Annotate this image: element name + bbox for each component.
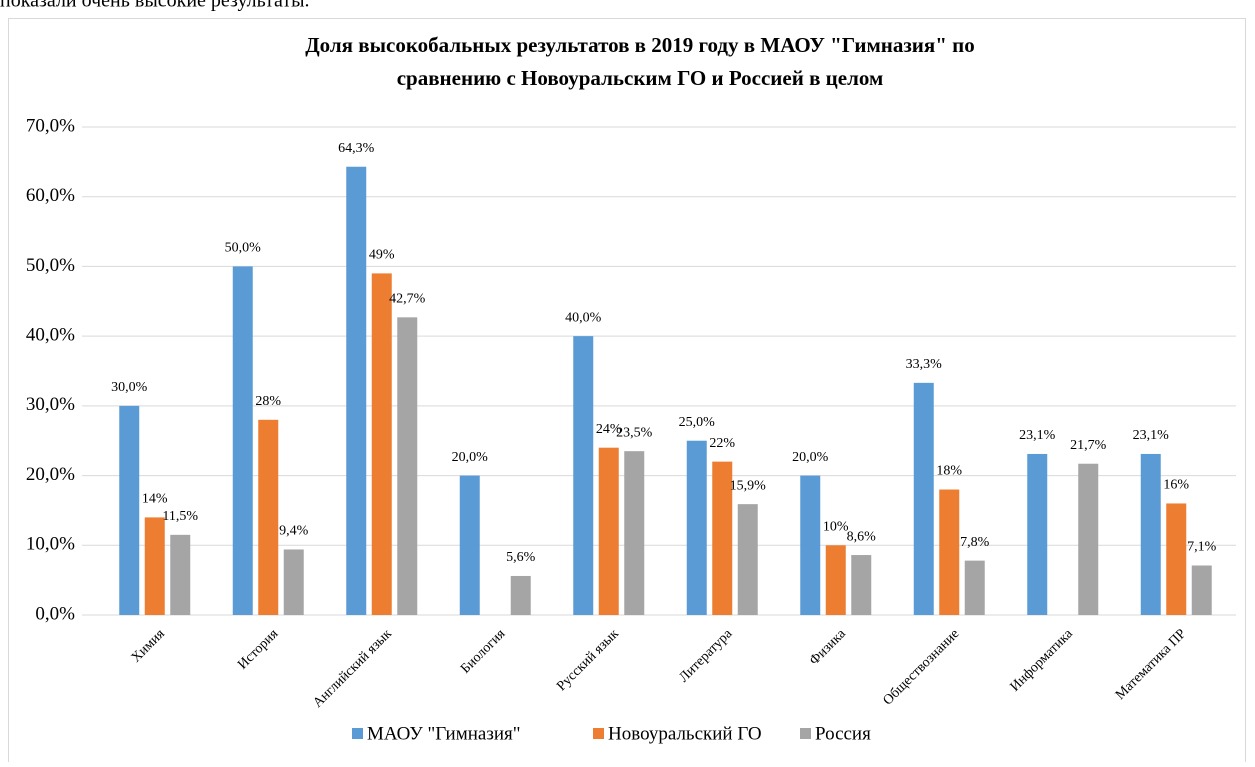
bar: [346, 166, 367, 616]
data-label: 49%: [369, 248, 395, 263]
bar: [258, 419, 279, 615]
bar: [1027, 453, 1048, 615]
data-label: 18%: [936, 464, 962, 479]
y-tick-label: 0,0%: [35, 603, 75, 624]
bar: [283, 549, 304, 615]
y-tick-label: 20,0%: [26, 464, 75, 485]
data-label: 64,3%: [338, 141, 375, 156]
bar: [1191, 565, 1212, 615]
bar: [1078, 463, 1099, 615]
y-tick-label: 60,0%: [26, 185, 75, 206]
data-label: 23,5%: [616, 425, 653, 440]
bar: [397, 317, 418, 615]
data-label: 16%: [1163, 478, 1189, 493]
data-label: 20,0%: [452, 450, 489, 465]
data-label: 33,3%: [906, 357, 943, 372]
bar: [371, 273, 392, 615]
bar: [119, 405, 140, 615]
data-label: 40,0%: [565, 310, 602, 325]
data-label: 22%: [709, 436, 735, 451]
y-tick-label: 50,0%: [26, 255, 75, 276]
bar: [598, 447, 619, 615]
bar: [712, 461, 733, 615]
bar: [851, 555, 872, 615]
chart-title: Доля высокобальных результатов в 2019 го…: [305, 33, 975, 57]
bar: [144, 517, 165, 615]
chart-title: сравнению с Новоуральским ГО и Россией в…: [397, 66, 884, 90]
legend-label: Новоуральский ГО: [608, 723, 762, 744]
data-label: 7,8%: [960, 535, 990, 550]
y-tick-label: 40,0%: [26, 325, 75, 346]
bar: [825, 545, 846, 615]
data-label: 5,6%: [506, 550, 536, 565]
legend-label: Россия: [815, 723, 871, 744]
data-label: 24%: [596, 422, 622, 437]
data-label: 23,1%: [1133, 428, 1170, 443]
bar: [964, 560, 985, 615]
data-label: 20,0%: [792, 450, 829, 465]
bar: [913, 382, 934, 615]
bar: [510, 575, 531, 615]
legend-label: МАОУ "Гимназия": [367, 723, 521, 744]
data-label: 50,0%: [225, 241, 262, 256]
bar: [737, 504, 758, 615]
legend-swatch: [593, 728, 604, 739]
data-label: 15,9%: [730, 478, 767, 493]
data-label: 25,0%: [679, 415, 716, 430]
bar: [1166, 503, 1187, 615]
data-label: 42,7%: [389, 292, 426, 307]
data-label: 28%: [255, 394, 281, 409]
data-label: 21,7%: [1070, 438, 1107, 453]
data-label: 8,6%: [847, 529, 877, 544]
data-label: 11,5%: [162, 509, 198, 524]
data-label: 14%: [142, 492, 168, 507]
data-label: 7,1%: [1187, 540, 1217, 555]
data-label: 30,0%: [111, 380, 148, 395]
y-tick-label: 10,0%: [26, 534, 75, 555]
chart-border: [8, 18, 1246, 767]
bar: [573, 336, 594, 615]
data-label: 10%: [823, 520, 849, 535]
bar: [232, 266, 253, 615]
y-tick-label: 70,0%: [26, 115, 75, 136]
legend-swatch: [352, 728, 363, 739]
y-tick-label: 30,0%: [26, 394, 75, 415]
data-label: 23,1%: [1019, 428, 1056, 443]
bar: [170, 534, 191, 615]
bar: [624, 451, 645, 615]
bar: [686, 440, 707, 615]
bar: [459, 475, 480, 615]
bar: [1140, 453, 1161, 615]
bar: [800, 475, 821, 615]
legend-swatch: [800, 728, 811, 739]
data-label: 9,4%: [279, 524, 309, 539]
document-text: показали очень высокие результаты.: [0, 0, 310, 12]
bar: [939, 489, 960, 615]
